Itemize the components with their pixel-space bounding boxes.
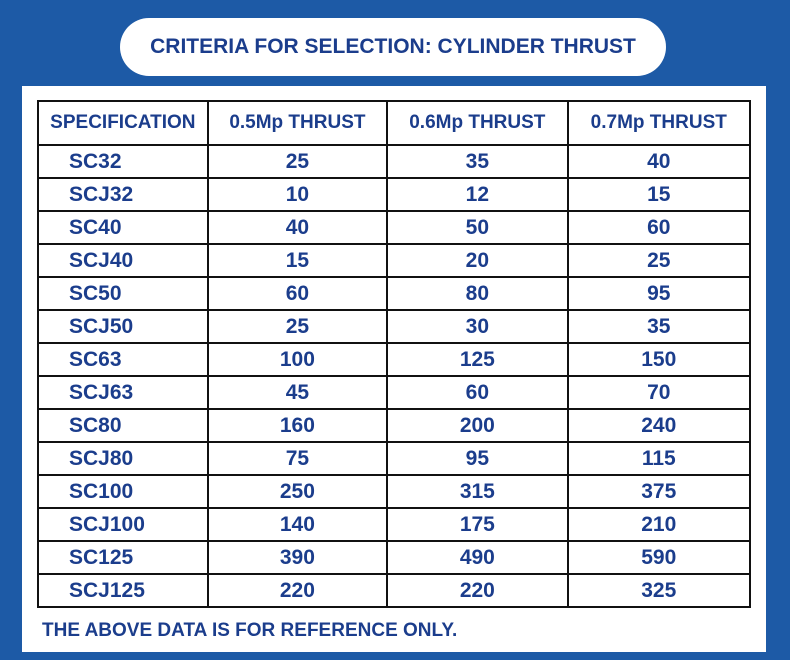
header-cell: SPECIFICATION xyxy=(37,100,209,146)
thrust-cell: 325 xyxy=(566,573,752,608)
thrust-cell: 15 xyxy=(206,243,389,278)
spec-cell: SC32 xyxy=(37,144,209,179)
spec-cell: SC80 xyxy=(37,408,209,443)
spec-cell: SC100 xyxy=(37,474,209,509)
table-row: SC63 100 125 150 xyxy=(37,342,752,377)
thrust-cell: 60 xyxy=(206,276,389,311)
thrust-cell: 35 xyxy=(566,309,752,344)
thrust-cell: 490 xyxy=(386,540,569,575)
thrust-cell: 115 xyxy=(566,441,752,476)
thrust-cell: 60 xyxy=(566,210,752,245)
table-row: SC125 390 490 590 xyxy=(37,540,752,575)
panel: SPECIFICATION 0.5Mp THRUST 0.6Mp THRUST 0.7… xyxy=(22,86,766,652)
thrust-cell: 40 xyxy=(206,210,389,245)
thrust-cell: 12 xyxy=(386,177,569,212)
thrust-cell: 35 xyxy=(386,144,569,179)
thrust-cell: 75 xyxy=(206,441,389,476)
title-banner: CRITERIA FOR SELECTION: CYLINDER THRUST xyxy=(120,18,666,76)
header-cell: 0.5Mp THRUST xyxy=(206,100,389,146)
spec-cell: SC40 xyxy=(37,210,209,245)
table-row: SC50 60 80 95 xyxy=(37,276,752,311)
table-row: SCJ40 15 20 25 xyxy=(37,243,752,278)
thrust-cell: 20 xyxy=(386,243,569,278)
thrust-cell: 40 xyxy=(566,144,752,179)
spec-cell: SCJ63 xyxy=(37,375,209,410)
thrust-cell: 15 xyxy=(566,177,752,212)
thrust-cell: 125 xyxy=(386,342,569,377)
thrust-cell: 250 xyxy=(206,474,389,509)
thrust-table: SPECIFICATION 0.5Mp THRUST 0.6Mp THRUST 0.7… xyxy=(37,100,752,608)
thrust-cell: 375 xyxy=(566,474,752,509)
thrust-cell: 95 xyxy=(566,276,752,311)
thrust-cell: 140 xyxy=(206,507,389,542)
spec-cell: SCJ100 xyxy=(37,507,209,542)
spec-cell: SC50 xyxy=(37,276,209,311)
header-cell: 0.6Mp THRUST xyxy=(386,100,569,146)
spec-cell: SCJ40 xyxy=(37,243,209,278)
thrust-cell: 160 xyxy=(206,408,389,443)
thrust-cell: 50 xyxy=(386,210,569,245)
header-row: SPECIFICATION 0.5Mp THRUST 0.6Mp THRUST 0.7… xyxy=(37,100,752,146)
table-row: SCJ50 25 30 35 xyxy=(37,309,752,344)
thrust-cell: 175 xyxy=(386,507,569,542)
thrust-cell: 200 xyxy=(386,408,569,443)
thrust-cell: 25 xyxy=(206,144,389,179)
thrust-cell: 315 xyxy=(386,474,569,509)
table-row: SC40 40 50 60 xyxy=(37,210,752,245)
thrust-cell: 220 xyxy=(206,573,389,608)
table-row: SCJ80 75 95 115 xyxy=(37,441,752,476)
spec-cell: SCJ50 xyxy=(37,309,209,344)
note: THE ABOVE DATA IS FOR REFERENCE ONLY. xyxy=(42,620,458,641)
thrust-cell: 45 xyxy=(206,375,389,410)
header-cell: 0.7Mp THRUST xyxy=(566,100,752,146)
thrust-cell: 390 xyxy=(206,540,389,575)
thrust-cell: 210 xyxy=(566,507,752,542)
thrust-cell: 100 xyxy=(206,342,389,377)
table-row: SC32 25 35 40 xyxy=(37,144,752,179)
thrust-cell: 95 xyxy=(386,441,569,476)
thrust-cell: 60 xyxy=(386,375,569,410)
thrust-cell: 30 xyxy=(386,309,569,344)
thrust-cell: 240 xyxy=(566,408,752,443)
table-row: SCJ100 140 175 210 xyxy=(37,507,752,542)
spec-cell: SC125 xyxy=(37,540,209,575)
thrust-cell: 70 xyxy=(566,375,752,410)
spec-cell: SC63 xyxy=(37,342,209,377)
table-row: SC100 250 315 375 xyxy=(37,474,752,509)
spec-cell: SCJ125 xyxy=(37,573,209,608)
table-row: SC80 160 200 240 xyxy=(37,408,752,443)
table-row: SCJ63 45 60 70 xyxy=(37,375,752,410)
thrust-cell: 150 xyxy=(566,342,752,377)
thrust-cell: 25 xyxy=(566,243,752,278)
table-row: SCJ32 10 12 15 xyxy=(37,177,752,212)
table-row: SCJ125 220 220 325 xyxy=(37,573,752,608)
spec-cell: SCJ32 xyxy=(37,177,209,212)
thrust-cell: 590 xyxy=(566,540,752,575)
thrust-cell: 220 xyxy=(386,573,569,608)
thrust-cell: 10 xyxy=(206,177,389,212)
thrust-cell: 25 xyxy=(206,309,389,344)
thrust-cell: 80 xyxy=(386,276,569,311)
spec-cell: SCJ80 xyxy=(37,441,209,476)
title: CRITERIA FOR SELECTION: CYLINDER THRUST xyxy=(150,35,636,58)
